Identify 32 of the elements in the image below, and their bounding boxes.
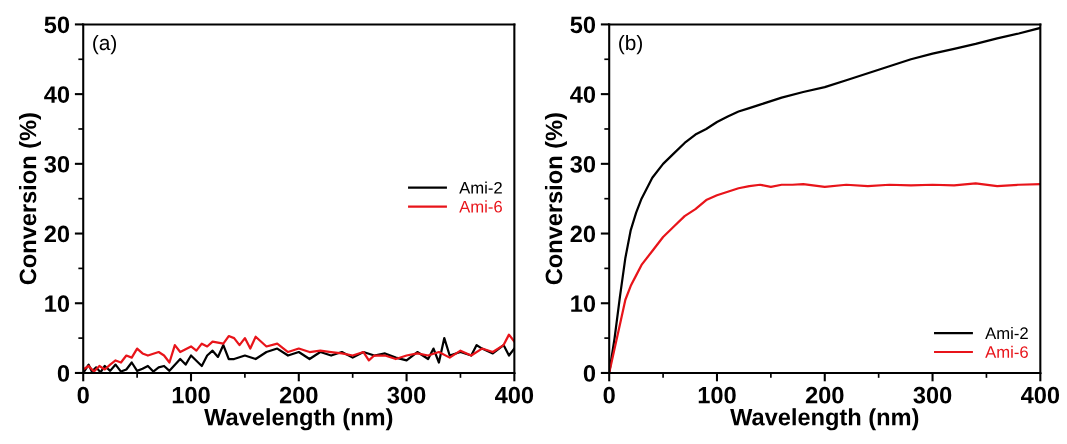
legend-label: Ami-2 [985,326,1028,339]
x-tick-label: 200 [279,386,318,404]
x-tick-label: 200 [805,386,844,404]
x-tick-label: 400 [1020,386,1060,404]
y-tick-label: 30 [570,155,596,173]
annotation: (b) [619,34,642,55]
y-axis-title: Conversion (%) [544,113,567,285]
y-tick-label: 0 [583,365,596,382]
legend-label: Ami-6 [985,345,1028,358]
legend-label: Ami-6 [459,200,502,213]
y-tick-label: 50 [570,16,596,34]
y-tick-label: 10 [45,295,70,313]
y-tick-label: 40 [570,86,596,103]
annotation: (a) [93,34,117,55]
y-tick-label: 50 [44,16,70,34]
y-tick-label: 10 [571,295,596,313]
x-axis-title: Wavelength (nm) [204,408,393,431]
legend-label: Ami-2 [459,181,502,194]
y-tick-label: 20 [44,225,70,243]
y-tick-label: 40 [44,86,70,103]
x-tick-label: 100 [172,386,210,404]
x-tick-label: 300 [387,386,426,404]
x-tick-label: 400 [495,386,534,404]
x-tick-label: 0 [77,386,89,404]
y-tick-label: 20 [570,225,596,243]
x-tick-label: 100 [698,386,736,404]
y-tick-label: 0 [57,365,70,382]
x-tick-label: 300 [913,386,952,404]
x-axis-title: Wavelength (nm) [730,408,919,431]
y-tick-label: 30 [44,155,70,173]
x-tick-label: 0 [603,386,615,404]
y-axis-title: Conversion (%) [18,113,41,285]
